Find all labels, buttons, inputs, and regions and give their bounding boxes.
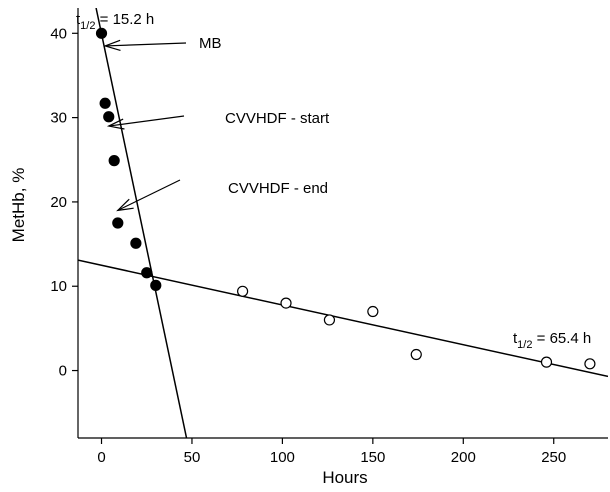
x-tick-label: 50	[184, 449, 201, 466]
y-axis-title: MetHb, %	[9, 168, 28, 243]
arrow-head	[106, 118, 125, 130]
half-life-fast: t1/2 = 15.2 h	[76, 11, 154, 32]
arrow-shaft	[105, 42, 187, 47]
arrow-head	[103, 39, 121, 51]
open-point	[237, 285, 249, 297]
filled-point	[95, 27, 108, 39]
fit-line-slow	[78, 259, 608, 378]
open-point	[280, 297, 292, 309]
fit-line-fast	[95, 8, 188, 438]
x-axis-title: Hours	[322, 468, 367, 487]
annotation-arrow: CVVHDF - start	[106, 110, 330, 130]
half-life-fast-value: = 15.2 h	[95, 11, 154, 28]
y-tick-label: 0	[59, 363, 67, 380]
half-life-fast-t: t	[76, 11, 81, 28]
x-tick-label: 0	[97, 449, 105, 466]
filled-point	[108, 155, 120, 167]
open-point	[410, 348, 422, 361]
x-tick-label: 250	[541, 449, 566, 466]
x-tick-label: 200	[451, 449, 476, 466]
x-tick-label: 100	[270, 449, 295, 466]
open-point	[367, 305, 379, 318]
x-tick-label: 150	[360, 449, 385, 466]
annotation-label: CVVHDF - start	[225, 110, 330, 127]
open-point	[323, 314, 336, 326]
filled-point	[150, 279, 162, 291]
y-tick-label: 40	[50, 25, 67, 42]
arrow-shaft	[117, 179, 181, 211]
filled-point	[99, 97, 111, 109]
y-tick-label: 20	[50, 194, 67, 211]
y-tick-label: 30	[50, 110, 67, 127]
half-life-slow-sub: 1/2	[517, 339, 532, 351]
annotations: MB CVVHDF - start CVVHDF - end	[103, 35, 330, 212]
half-life-slow-value: = 65.4 h	[532, 330, 591, 347]
filled-point	[103, 111, 115, 123]
annotation-label: MB	[199, 35, 222, 52]
arrow-head	[116, 198, 134, 212]
filled-point	[141, 267, 153, 279]
filled-point	[112, 217, 124, 229]
filled-point	[130, 237, 142, 249]
half-life-slow-t: t	[513, 330, 518, 347]
half-life-fast-sub: 1/2	[80, 20, 95, 32]
fit-lines	[78, 8, 608, 438]
plot-area: 0 50 100 150 200 250 0 10 20 30 40	[50, 8, 608, 466]
arrow-shaft	[108, 115, 185, 127]
open-point	[540, 356, 553, 368]
data-points	[95, 27, 596, 370]
open-point	[584, 358, 596, 370]
half-life-slow: t1/2 = 65.4 h	[513, 330, 591, 351]
y-tick-label: 10	[50, 278, 67, 295]
annotation-label: CVVHDF - end	[228, 180, 328, 197]
annotation-arrow: CVVHDF - end	[116, 179, 328, 212]
annotation-arrow: MB	[103, 35, 222, 52]
